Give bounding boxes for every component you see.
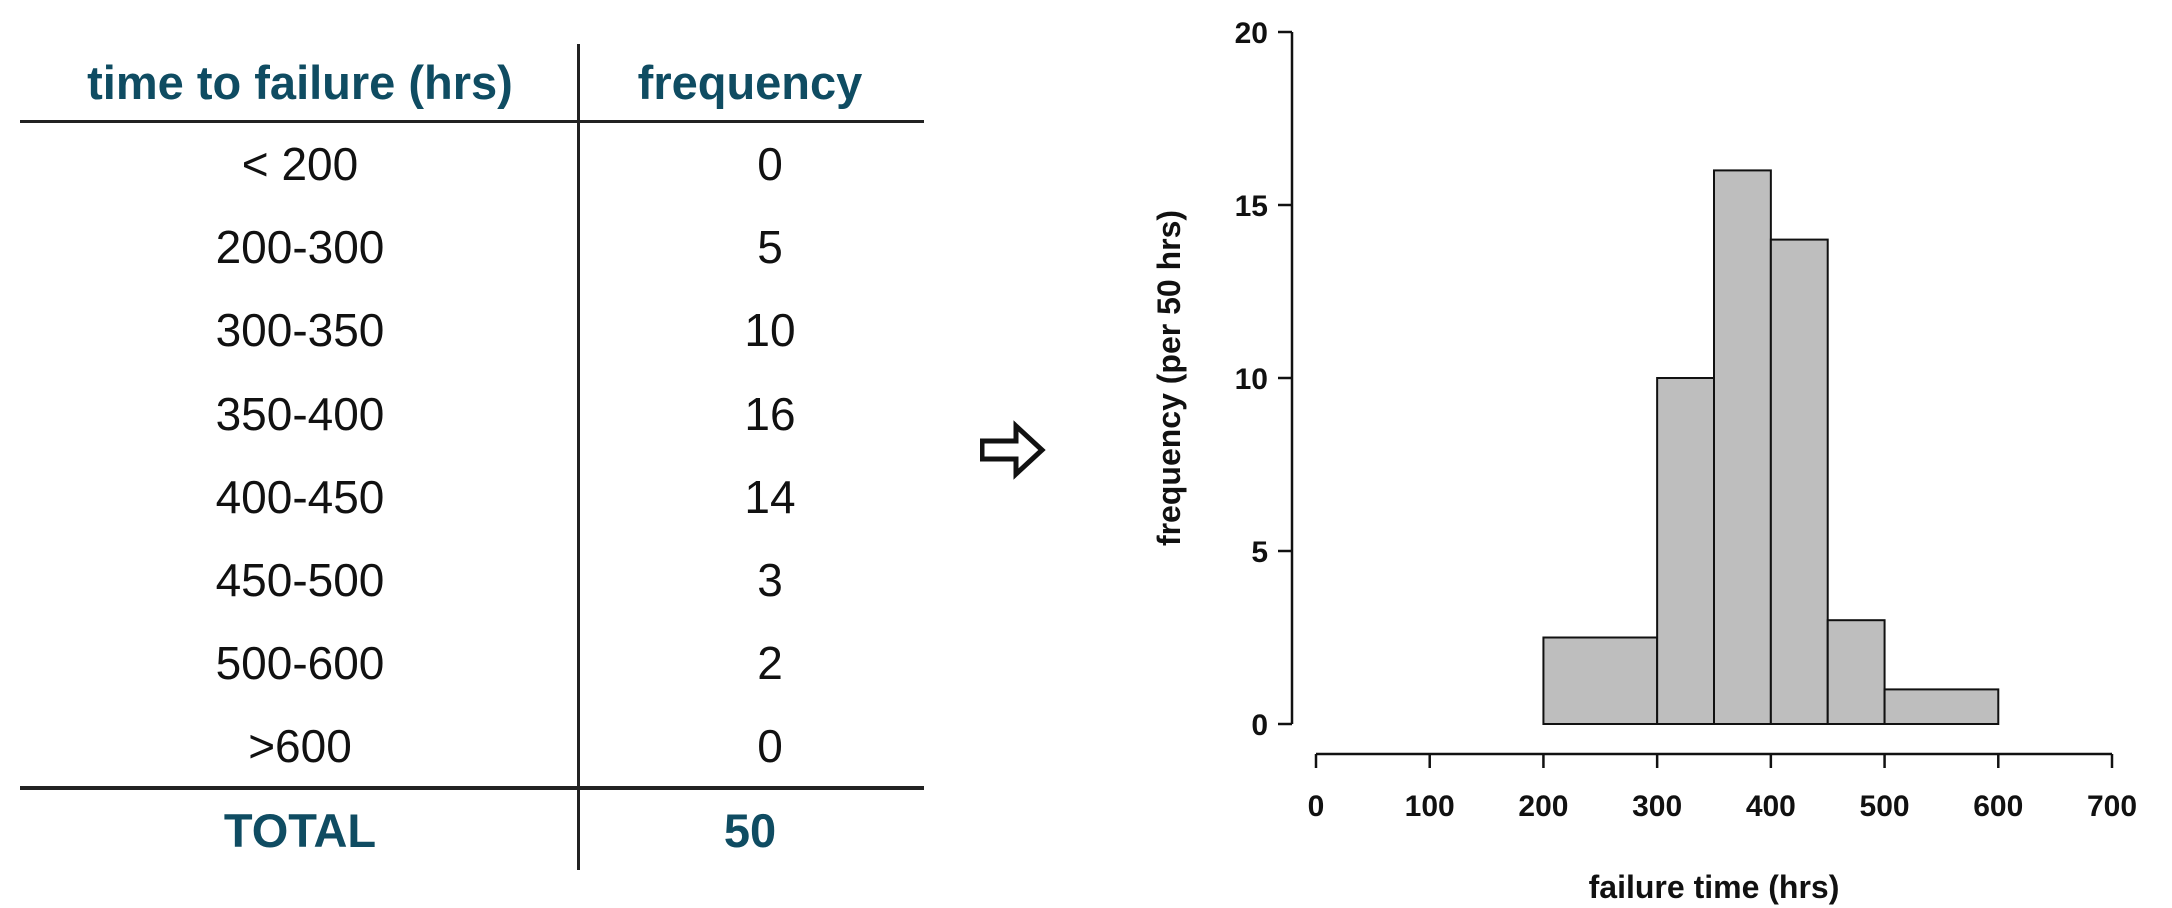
y-tick-label: 5 — [1251, 536, 1268, 569]
histogram-bar-450-500 — [1826, 619, 1886, 726]
histogram-bar-200-300 — [1542, 636, 1659, 725]
histogram-bar-300-350 — [1656, 377, 1716, 725]
cell-frequency: 5 — [757, 221, 783, 274]
table-row: 350-400 16 — [20, 373, 920, 456]
cell-range: 200-300 — [215, 221, 385, 274]
column-header-time-to-failure: time to failure (hrs) — [87, 56, 513, 109]
table-body: < 200 0 200-300 5 300-350 10 350-400 16 … — [20, 123, 920, 789]
x-axis-label: failure time (hrs) — [1589, 869, 1840, 905]
x-tick-label: 100 — [1405, 790, 1455, 823]
table-row: >600 0 — [20, 705, 920, 788]
x-tick-label: 300 — [1632, 790, 1682, 823]
x-tick-label: 0 — [1308, 790, 1325, 823]
x-axis-ticks: 0 100 200 300 400 500 600 700 — [1308, 754, 2137, 823]
total-divider — [20, 786, 924, 790]
table-row: 300-350 10 — [20, 289, 920, 372]
y-axis-ticks: 0 5 10 15 20 — [1235, 17, 1292, 742]
x-tick-label: 200 — [1518, 790, 1568, 823]
histogram-bar-400-450 — [1769, 238, 1829, 725]
x-tick-label: 400 — [1746, 790, 1796, 823]
cell-range: 500-600 — [215, 637, 385, 690]
cell-range: 350-400 — [215, 387, 385, 440]
cell-frequency: 10 — [744, 304, 796, 357]
frequency-table: time to failure (hrs) frequency < 200 0 … — [0, 0, 940, 908]
cell-frequency: 0 — [757, 138, 783, 190]
x-tick-label: 700 — [2087, 790, 2137, 823]
table-row: 450-500 3 — [20, 539, 920, 622]
table-row: 200-300 5 — [20, 206, 920, 289]
cell-frequency: 14 — [744, 470, 796, 523]
column-header-frequency: frequency — [637, 56, 863, 109]
table-row: 400-450 14 — [20, 456, 920, 539]
cell-frequency: 16 — [744, 387, 796, 440]
total-value: 50 — [723, 804, 777, 857]
table-row: 500-600 2 — [20, 622, 920, 705]
histogram-bars — [1542, 169, 2000, 726]
cell-frequency: 2 — [757, 637, 783, 690]
table-row: < 200 0 — [20, 123, 920, 206]
y-tick-label: 0 — [1251, 709, 1268, 742]
cell-range: 400-450 — [215, 470, 385, 523]
column-divider — [577, 44, 580, 870]
header-divider — [20, 120, 924, 123]
x-tick-label: 600 — [1973, 790, 2023, 823]
x-tick-label: 500 — [1860, 790, 1910, 823]
cell-range: 450-500 — [215, 553, 385, 606]
cell-frequency: 0 — [757, 720, 783, 773]
histogram-bar-500-600 — [1883, 688, 2000, 726]
y-tick-label: 10 — [1235, 363, 1268, 396]
histogram-bar-350-400 — [1713, 169, 1772, 725]
y-tick-label: 15 — [1235, 190, 1268, 223]
hollow-right-arrow-icon — [980, 420, 1046, 480]
total-label: TOTAL — [223, 804, 377, 857]
cell-range: 300-350 — [215, 304, 385, 357]
y-axis-label: frequency (per 50 hrs) — [1151, 210, 1187, 546]
histogram-chart: 0 5 10 15 20 0 100 200 300 400 500 600 700 failure … — [1151, 17, 2137, 905]
cell-range: >600 — [248, 720, 352, 773]
cell-range: < 200 — [241, 138, 359, 190]
cell-frequency: 3 — [757, 553, 783, 606]
y-tick-label: 20 — [1235, 17, 1268, 50]
